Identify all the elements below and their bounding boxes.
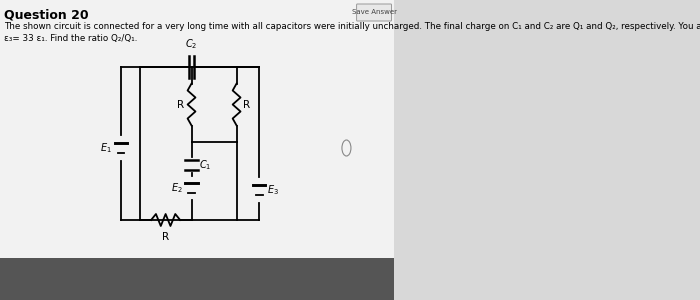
Text: $E_1$: $E_1$	[100, 141, 112, 155]
Text: The shown circuit is connected for a very long time with all capacitors were ini: The shown circuit is connected for a ver…	[4, 22, 700, 31]
Text: $E_3$: $E_3$	[267, 183, 279, 197]
Text: R: R	[244, 100, 251, 110]
FancyBboxPatch shape	[356, 4, 391, 21]
Text: $E_2$: $E_2$	[171, 181, 183, 195]
Text: $C_1$: $C_1$	[199, 158, 212, 172]
Text: ε₃= 33 ε₁. Find the ratio Q₂/Q₁.: ε₃= 33 ε₁. Find the ratio Q₂/Q₁.	[4, 34, 137, 43]
Bar	[0, 0, 394, 258]
Text: R: R	[176, 100, 183, 110]
Text: Question 20: Question 20	[4, 8, 89, 21]
Text: Save Answer: Save Answer	[351, 10, 396, 16]
Bar	[0, 258, 394, 300]
Text: $C_2$: $C_2$	[186, 37, 197, 51]
Text: R: R	[162, 232, 169, 242]
